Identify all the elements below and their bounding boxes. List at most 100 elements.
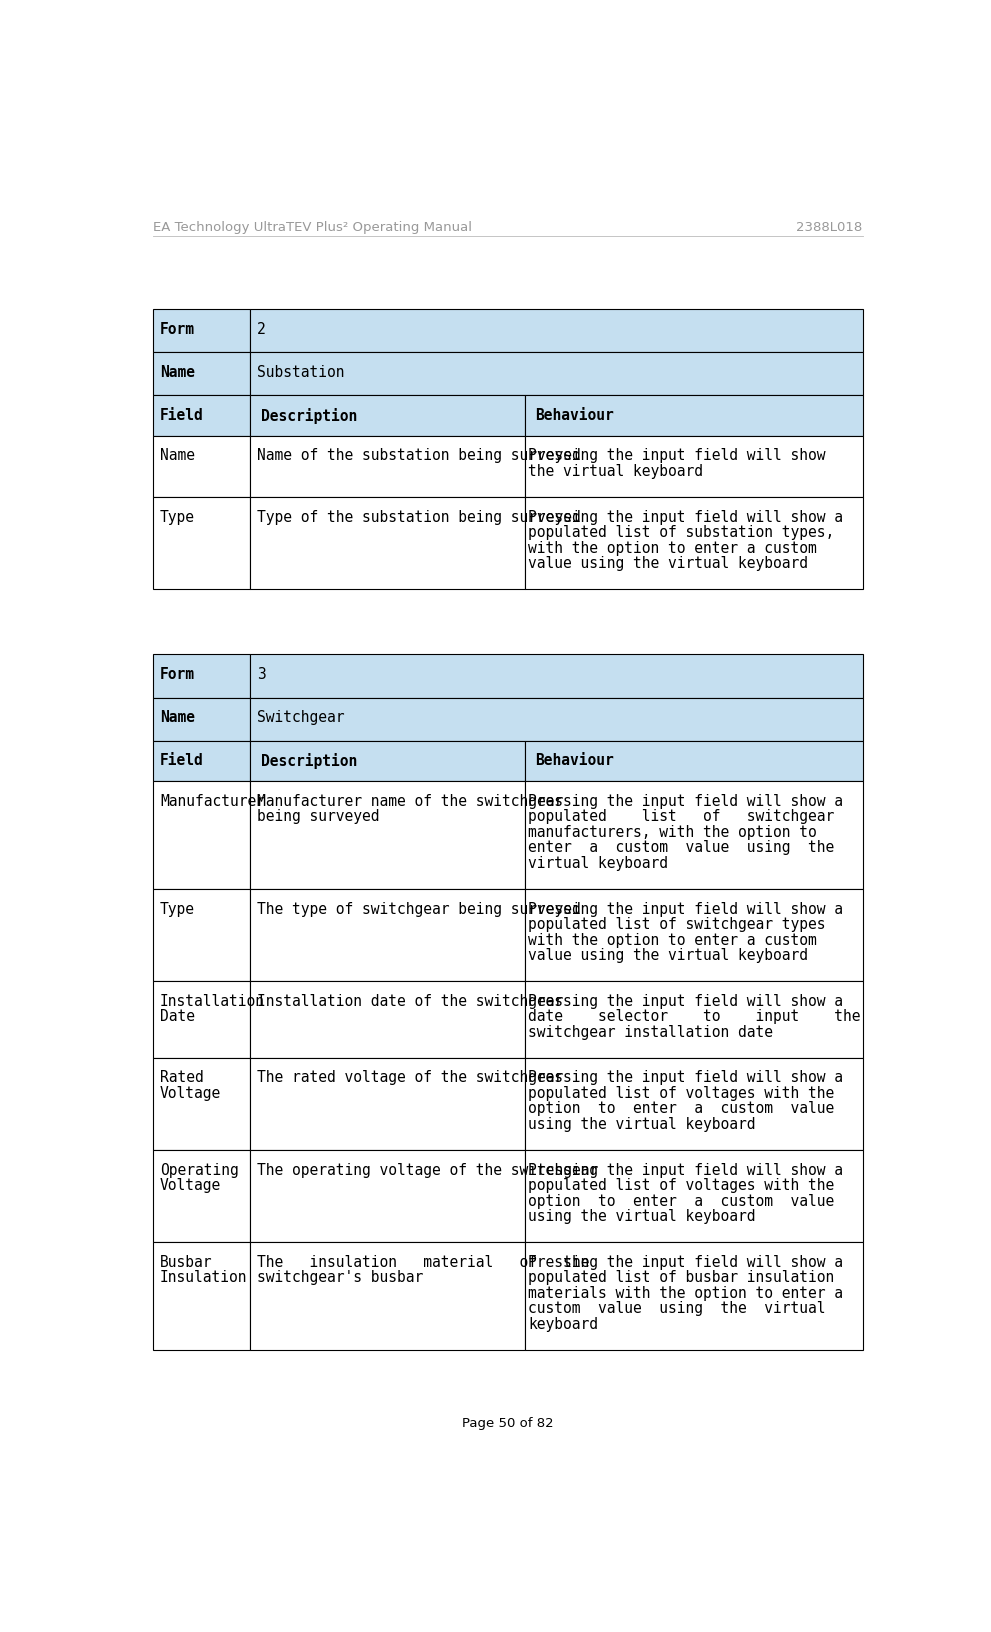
Bar [153, 1058, 251, 1151]
Text: being surveyed: being surveyed [258, 809, 380, 824]
Bar [153, 395, 251, 436]
Text: date    selector    to    input    the: date selector to input the [528, 1009, 861, 1025]
Text: Pressing the input field will show a: Pressing the input field will show a [528, 795, 843, 809]
Text: The operating voltage of the switchgear: The operating voltage of the switchgear [258, 1162, 599, 1178]
Text: Pressing the input field will show a: Pressing the input field will show a [528, 1071, 843, 1085]
Text: Type: Type [160, 509, 195, 524]
Text: Name: Name [160, 449, 195, 463]
Bar [251, 395, 525, 436]
Text: Pressing the input field will show a: Pressing the input field will show a [528, 509, 843, 524]
Text: Form: Form [160, 667, 195, 682]
Text: with the option to enter a custom: with the option to enter a custom [528, 540, 818, 555]
Text: Name of the substation being surveyed: Name of the substation being surveyed [258, 449, 581, 463]
Bar [251, 654, 863, 697]
Text: The type of switchgear being surveyed: The type of switchgear being surveyed [258, 901, 581, 917]
Bar [525, 782, 863, 889]
Text: Field: Field [160, 754, 204, 769]
Text: Voltage: Voltage [160, 1178, 221, 1193]
Text: EA Technology UltraTEV Plus² Operating Manual: EA Technology UltraTEV Plus² Operating M… [153, 220, 472, 233]
Text: populated list of substation types,: populated list of substation types, [528, 526, 834, 540]
Bar [153, 782, 251, 889]
Bar [525, 1058, 863, 1151]
Bar [251, 1242, 525, 1350]
Bar [525, 741, 863, 782]
Text: Name: Name [160, 364, 195, 380]
Text: value using the virtual keyboard: value using the virtual keyboard [528, 948, 809, 963]
Bar [525, 889, 863, 981]
Text: the virtual keyboard: the virtual keyboard [528, 463, 704, 478]
Text: Switchgear: Switchgear [258, 710, 345, 725]
Bar [525, 1242, 863, 1350]
Bar [153, 353, 251, 395]
Text: Pressing the input field will show a: Pressing the input field will show a [528, 1162, 843, 1178]
Bar [153, 498, 251, 589]
Text: Description: Description [261, 408, 357, 424]
Text: Date: Date [160, 1009, 195, 1025]
Text: keyboard: keyboard [528, 1317, 599, 1332]
Bar [525, 395, 863, 436]
Text: using the virtual keyboard: using the virtual keyboard [528, 1116, 756, 1133]
Text: virtual keyboard: virtual keyboard [528, 855, 668, 871]
Text: materials with the option to enter a: materials with the option to enter a [528, 1286, 843, 1301]
Text: populated list of voltages with the: populated list of voltages with the [528, 1085, 834, 1102]
Bar [525, 436, 863, 498]
Bar [525, 981, 863, 1058]
Text: Form: Form [160, 322, 195, 336]
Text: Voltage: Voltage [160, 1085, 221, 1102]
Text: 2388L018: 2388L018 [797, 220, 863, 233]
Bar [153, 889, 251, 981]
Text: Pressing the input field will show a: Pressing the input field will show a [528, 1255, 843, 1270]
Text: switchgear installation date: switchgear installation date [528, 1025, 773, 1040]
Bar [251, 1058, 525, 1151]
Bar [251, 889, 525, 981]
Text: option  to  enter  a  custom  value: option to enter a custom value [528, 1102, 834, 1116]
Text: manufacturers, with the option to: manufacturers, with the option to [528, 824, 818, 840]
Text: Field: Field [160, 408, 204, 423]
Bar [153, 1151, 251, 1242]
Text: option  to  enter  a  custom  value: option to enter a custom value [528, 1193, 834, 1209]
Text: Manufacturer name of the switchgear: Manufacturer name of the switchgear [258, 795, 564, 809]
Text: value using the virtual keyboard: value using the virtual keyboard [528, 557, 809, 571]
Bar [153, 654, 251, 697]
Bar [153, 1242, 251, 1350]
Text: Type of the substation being surveyed: Type of the substation being surveyed [258, 509, 581, 524]
Bar [251, 741, 525, 782]
Text: Operating: Operating [160, 1162, 239, 1178]
Text: Pressing the input field will show a: Pressing the input field will show a [528, 901, 843, 917]
Text: populated    list   of   switchgear: populated list of switchgear [528, 809, 834, 824]
Bar [251, 308, 863, 353]
Text: switchgear's busbar: switchgear's busbar [258, 1270, 423, 1284]
Text: Pressing the input field will show a: Pressing the input field will show a [528, 994, 843, 1009]
Text: Installation: Installation [160, 994, 265, 1009]
Text: Behaviour: Behaviour [535, 408, 614, 423]
Text: custom  value  using  the  virtual: custom value using the virtual [528, 1301, 826, 1315]
Text: populated list of voltages with the: populated list of voltages with the [528, 1178, 834, 1193]
Text: Name: Name [160, 710, 195, 725]
Bar [153, 308, 251, 353]
Text: with the option to enter a custom: with the option to enter a custom [528, 932, 818, 948]
Bar [251, 782, 525, 889]
Text: 3: 3 [258, 667, 266, 682]
Bar [153, 741, 251, 782]
Text: The   insulation   material   of   the: The insulation material of the [258, 1255, 590, 1270]
Text: Page 50 of 82: Page 50 of 82 [462, 1417, 554, 1430]
Bar [153, 981, 251, 1058]
Text: 2: 2 [258, 322, 266, 336]
Text: populated list of switchgear types: populated list of switchgear types [528, 917, 826, 932]
Bar [251, 353, 863, 395]
Text: Type: Type [160, 901, 195, 917]
Text: populated list of busbar insulation: populated list of busbar insulation [528, 1270, 834, 1284]
Bar [525, 1151, 863, 1242]
Text: Installation date of the switchgear: Installation date of the switchgear [258, 994, 564, 1009]
Bar [525, 498, 863, 589]
Text: Behaviour: Behaviour [535, 754, 614, 769]
Text: Pressing the input field will show: Pressing the input field will show [528, 449, 826, 463]
Bar [153, 697, 251, 741]
Bar [251, 498, 525, 589]
Text: using the virtual keyboard: using the virtual keyboard [528, 1209, 756, 1224]
Bar [153, 436, 251, 498]
Text: Rated: Rated [160, 1071, 204, 1085]
Bar [251, 1151, 525, 1242]
Bar [251, 981, 525, 1058]
Bar [251, 697, 863, 741]
